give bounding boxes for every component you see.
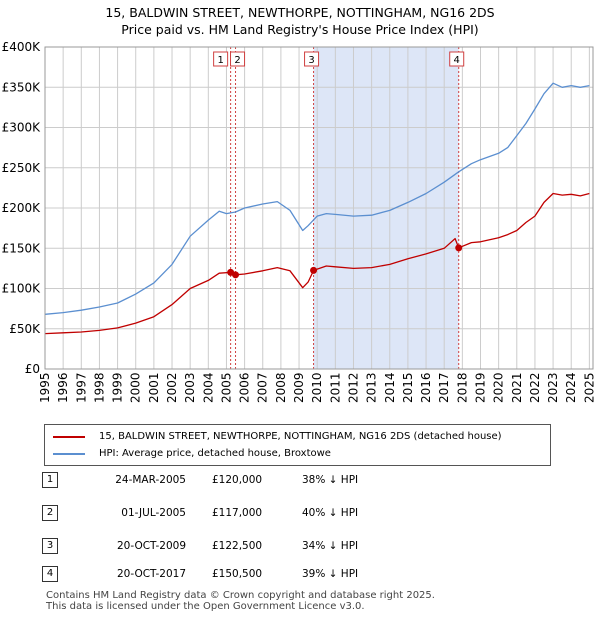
legend-item-property: 15, BALDWIN STREET, NEWTHORPE, NOTTINGHA… — [53, 431, 502, 442]
marker-box — [304, 51, 320, 67]
x-tick-label: 2000 — [129, 372, 143, 403]
x-tick-label: 2007 — [256, 372, 270, 403]
y-tick-label: £150K — [2, 241, 42, 255]
x-tick-label: 1998 — [92, 372, 106, 403]
marker-label: 4 — [454, 55, 460, 66]
legend-line-hpi — [53, 452, 85, 455]
footer: Contains HM Land Registry data © Crown c… — [46, 590, 435, 612]
x-tick-label: 2019 — [473, 372, 487, 403]
marker-box — [230, 51, 246, 67]
table-row: 2 01-JUL-2005 £117,000 40% ↓ HPI — [42, 505, 442, 523]
x-tick-label: 2023 — [546, 372, 560, 403]
x-tick-label: 2025 — [582, 372, 596, 403]
x-tick-label: 2020 — [492, 372, 506, 403]
x-tick-label: 1999 — [111, 372, 125, 403]
x-tick-label: 2012 — [346, 372, 360, 403]
chart-title: 15, BALDWIN STREET, NEWTHORPE, NOTTINGHA… — [105, 5, 495, 20]
transaction-number: 1 — [42, 472, 58, 488]
y-tick-label: £300K — [2, 121, 42, 135]
transaction-number: 2 — [42, 505, 58, 521]
transaction-hpi-diff: 38% ↓ HPI — [302, 474, 359, 486]
x-tick-label: 2010 — [310, 372, 324, 403]
transaction-price: £122,500 — [212, 540, 263, 552]
hpi-line — [44, 82, 590, 315]
transaction-price: £120,000 — [212, 474, 263, 486]
x-tick-label: 2014 — [383, 372, 397, 403]
table-row: 1 24-MAR-2005 £120,000 38% ↓ HPI — [42, 472, 442, 490]
y-tick-label: £200K — [2, 201, 42, 215]
x-tick-label: 2004 — [201, 372, 215, 403]
x-tick-label: 2008 — [274, 372, 288, 403]
y-tick-label: £50K — [9, 322, 41, 336]
legend-label-property: 15, BALDWIN STREET, NEWTHORPE, NOTTINGHA… — [99, 431, 502, 442]
marker-box — [213, 51, 229, 67]
transaction-date: 20-OCT-2017 — [117, 568, 186, 580]
transaction-point — [310, 266, 318, 274]
transaction-number: 4 — [42, 566, 58, 582]
x-tick-label: 2002 — [165, 372, 179, 403]
x-tick-label: 2001 — [147, 372, 161, 403]
transaction-date: 20-OCT-2009 — [117, 540, 186, 552]
x-tick-label: 2003 — [183, 372, 197, 403]
transaction-price: £117,000 — [212, 507, 263, 519]
legend-label-hpi: HPI: Average price, detached house, Brox… — [99, 448, 331, 459]
legend-line-property — [53, 435, 85, 438]
table-row: 3 20-OCT-2009 £122,500 34% ↓ HPI — [42, 538, 442, 556]
x-tick-label: 2015 — [401, 372, 415, 403]
y-tick-label: £350K — [2, 80, 42, 94]
x-tick-label: 1996 — [56, 372, 70, 403]
transaction-price: £150,500 — [212, 568, 263, 580]
table-row: 4 20-OCT-2017 £150,500 39% ↓ HPI — [42, 566, 442, 584]
price-chart: £0 £50K £100K £150K £200K £250K £300K £350K £400… — [2, 40, 597, 403]
marker-label: 1 — [217, 55, 223, 66]
x-tick-label: 2017 — [437, 372, 451, 403]
footer-copyright: Contains HM Land Registry data © Crown c… — [46, 590, 435, 601]
legend-item-hpi: HPI: Average price, detached house, Brox… — [53, 448, 331, 459]
x-tick-label: 1995 — [38, 372, 52, 403]
legend: 15, BALDWIN STREET, NEWTHORPE, NOTTINGHA… — [44, 424, 551, 466]
x-tick-label: 2005 — [219, 372, 233, 403]
x-tick-label: 2024 — [564, 372, 578, 403]
transaction-hpi-diff: 34% ↓ HPI — [302, 540, 359, 552]
x-tick-label: 2016 — [419, 372, 433, 403]
x-tick-label: 2021 — [510, 372, 524, 403]
transaction-point — [455, 244, 463, 252]
marker-box — [449, 51, 465, 67]
transaction-date: 01-JUL-2005 — [121, 507, 186, 519]
x-tick-label: 2011 — [328, 372, 342, 403]
y-tick-label: £250K — [2, 161, 42, 175]
x-tick-label: 2022 — [528, 372, 542, 403]
chart-subtitle: Price paid vs. HM Land Registry's House … — [121, 22, 479, 37]
plot-border — [44, 46, 594, 370]
transaction-date: 24-MAR-2005 — [115, 474, 186, 486]
marker-label: 2 — [234, 55, 240, 66]
x-tick-label: 2006 — [238, 372, 252, 403]
x-tick-label: 1997 — [74, 372, 88, 403]
property-price-line — [44, 192, 590, 335]
transaction-number: 3 — [42, 538, 58, 554]
y-tick-label: £100K — [2, 282, 42, 296]
footer-licence: This data is licensed under the Open Gov… — [46, 601, 365, 612]
transaction-hpi-diff: 40% ↓ HPI — [302, 507, 359, 519]
transaction-point — [232, 271, 240, 279]
x-tick-label: 2013 — [365, 372, 379, 403]
y-tick-label: £0 — [25, 362, 40, 376]
x-tick-label: 2009 — [292, 372, 306, 403]
y-tick-label: £400K — [2, 40, 42, 54]
transaction-hpi-diff: 39% ↓ HPI — [302, 568, 359, 580]
marker-label: 3 — [308, 55, 314, 66]
x-tick-label: 2018 — [455, 372, 469, 403]
